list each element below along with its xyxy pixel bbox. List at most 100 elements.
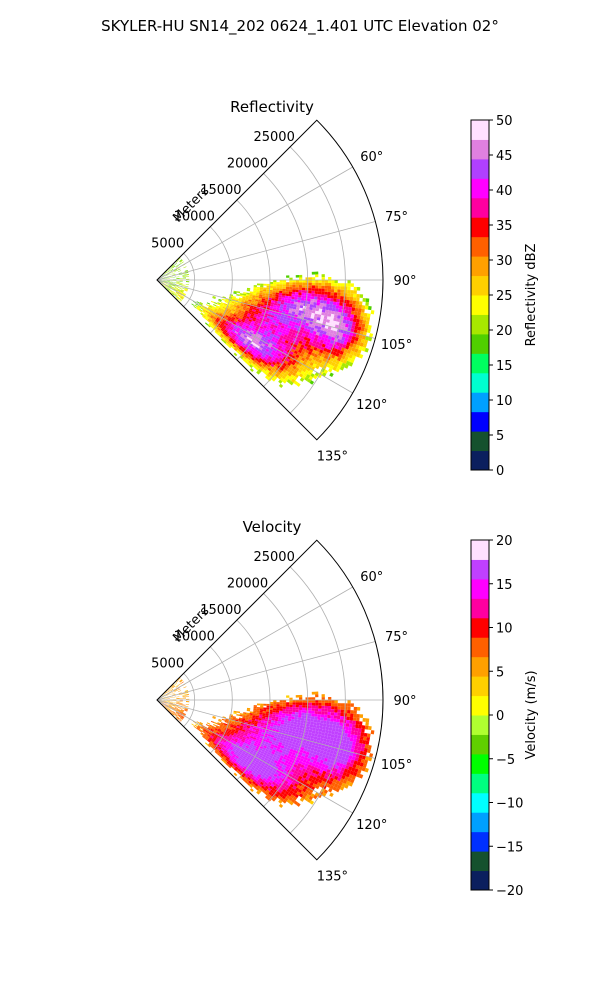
echo-cell: [228, 338, 233, 343]
echo-cell: [257, 301, 262, 304]
echo-cell: [212, 731, 217, 734]
echo-cell: [262, 341, 267, 345]
echo-cell: [282, 729, 286, 733]
echo-cell: [277, 359, 282, 364]
echo-cell: [252, 344, 257, 349]
echo-cell: [303, 372, 308, 377]
echo-cell: [164, 272, 168, 275]
echo-cell: [262, 292, 266, 296]
echo-cell: [282, 770, 287, 775]
echo-cell: [167, 287, 170, 291]
echo-cell: [231, 329, 236, 333]
echo-cell: [223, 743, 228, 747]
echo-cell: [284, 354, 289, 359]
echo-cell: [276, 738, 280, 743]
echo-cell: [170, 288, 174, 291]
echo-cell: [169, 289, 173, 292]
colorbar-swatch: [471, 275, 489, 296]
echo-cell: [344, 309, 349, 314]
echo-cell: [366, 313, 371, 318]
echo-cell: [176, 281, 180, 283]
echo-cell: [364, 725, 369, 730]
echo-cell: [285, 711, 289, 714]
echo-cell: [223, 323, 228, 327]
echo-cell: [302, 750, 307, 755]
echo-cell: [272, 708, 277, 711]
echo-cell: [319, 330, 324, 334]
echo-cell: [303, 358, 309, 363]
echo-cell: [314, 344, 319, 349]
colorbar-tick-label: 15: [496, 578, 513, 593]
echo-cell: [227, 340, 232, 344]
echo-cell: [326, 363, 332, 368]
echo-cell: [263, 745, 267, 749]
echo-cell: [230, 324, 235, 328]
echo-cell: [212, 743, 216, 747]
echo-cell: [322, 750, 327, 755]
echo-cell: [265, 717, 269, 720]
echo-cell: [345, 320, 350, 325]
echo-cell: [237, 311, 242, 314]
echo-cell: [180, 290, 184, 293]
echo-cell: [276, 371, 281, 376]
echo-cell: [172, 704, 176, 707]
angular-tick-label: 135°: [317, 449, 348, 464]
echo-cell: [321, 280, 325, 283]
echo-cell: [218, 734, 222, 738]
echo-cell: [210, 728, 215, 732]
echo-cell: [204, 313, 208, 317]
echo-cell: [246, 353, 250, 357]
colorbar-swatch: [471, 578, 489, 599]
echo-cell: [180, 289, 184, 292]
echo-cell: [329, 784, 335, 790]
echo-cell: [271, 718, 275, 721]
echo-cell: [279, 710, 283, 714]
echo-cell: [305, 760, 310, 765]
echo-cell: [313, 346, 318, 351]
echo-cell: [244, 753, 249, 757]
echo-cell: [232, 717, 236, 720]
echo-cell: [250, 330, 254, 334]
echo-cell: [264, 375, 270, 380]
echo-cell: [167, 287, 171, 290]
angular-gridline: [157, 279, 353, 394]
colorbar-tick-label: 15: [496, 359, 513, 374]
echo-cell: [233, 326, 238, 330]
echo-cell: [280, 348, 285, 353]
echo-cell: [276, 761, 281, 766]
echo-cell: [253, 749, 258, 754]
echo-cell: [360, 732, 365, 737]
echo-cell: [336, 722, 340, 726]
echo-cell: [279, 327, 284, 331]
echo-cell: [278, 789, 283, 794]
echo-cell: [219, 329, 224, 333]
echo-cell: [294, 716, 298, 720]
echo-cell: [292, 700, 296, 703]
echo-cell: [240, 328, 244, 332]
echo-cell: [301, 744, 306, 748]
echo-cell: [256, 292, 260, 295]
echo-cell: [254, 300, 259, 304]
echo-cell: [253, 706, 257, 709]
echo-cell: [305, 282, 309, 286]
echo-cell: [330, 712, 335, 716]
echo-cell: [277, 767, 282, 772]
echo-cell: [215, 324, 219, 328]
echo-cell: [347, 313, 351, 318]
echo-cell: [171, 287, 175, 289]
echo-cell: [236, 321, 241, 324]
echo-cell: [218, 299, 222, 303]
echo-cell: [314, 733, 319, 738]
echo-cell: [267, 299, 272, 303]
echo-cell: [268, 295, 273, 299]
echo-cell: [185, 276, 190, 277]
echo-cell: [346, 750, 351, 756]
echo-cell: [238, 751, 242, 755]
echo-cell: [319, 759, 324, 764]
echo-cell: [249, 713, 253, 716]
echo-cell: [282, 738, 287, 742]
echo-cell: [310, 359, 316, 364]
echo-cell: [331, 756, 336, 761]
echo-cell: [259, 707, 264, 710]
echo-cell: [314, 313, 319, 318]
